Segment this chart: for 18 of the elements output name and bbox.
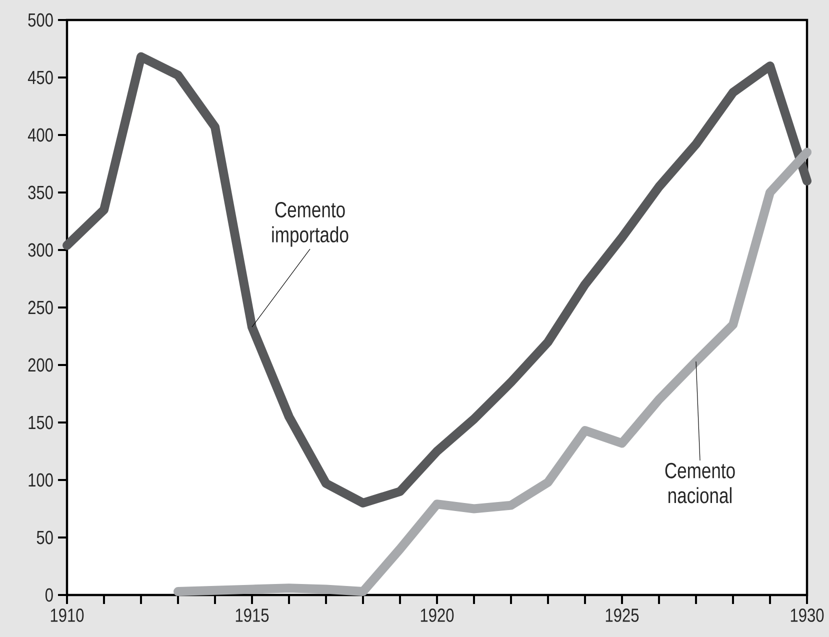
y-tick-label: 250: [28, 300, 53, 314]
y-tick-label: 0: [45, 588, 53, 602]
y-tick-label: 300: [28, 243, 53, 257]
y-tick-label: 400: [28, 128, 53, 142]
series-label: Cemento importado: [272, 202, 348, 247]
x-tick-label: 1910: [50, 608, 84, 622]
x-tick-label: 1930: [790, 608, 824, 622]
y-tick-label: 50: [36, 530, 53, 544]
y-tick-label: 350: [28, 186, 53, 200]
x-tick-label: 1925: [606, 608, 639, 622]
y-tick-label: 500: [28, 13, 53, 27]
x-tick-label: 1920: [420, 608, 454, 622]
text: Cemento nacional: [665, 462, 735, 504]
y-tick-label: 200: [28, 358, 53, 372]
y-tick-label: 150: [28, 416, 53, 430]
x-tick-label: 1915: [236, 608, 269, 622]
y-tick-label: 450: [28, 70, 53, 84]
y-tick-label: 100: [28, 473, 53, 487]
